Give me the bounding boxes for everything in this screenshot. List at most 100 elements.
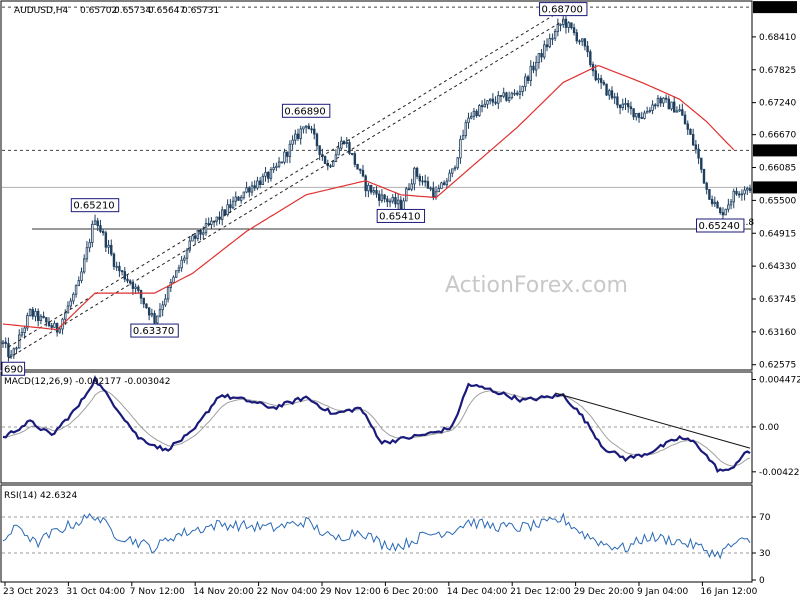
header-symbol: AUDUSD,H4 [14,6,69,16]
price-tick-label: 0.63160 [759,328,796,338]
candle-body [456,157,459,169]
candle-body [193,235,197,239]
candle-body [313,128,316,135]
candle-body [283,151,286,163]
candle-body [442,182,446,186]
price-tick-label: 0.65500 [759,196,796,206]
candle-body [250,185,254,193]
candle-body [74,285,78,295]
candle-body [134,286,137,289]
candle-body [659,97,662,104]
candle-body [4,341,7,344]
candle-body [359,168,362,171]
candle-body [115,265,118,268]
price-tick-label: 0.64915 [759,229,796,239]
candle-body [708,189,711,200]
candle-body [31,309,34,317]
candle-body [1,341,5,345]
candle-body [716,201,719,209]
price-label-text: 0.68940 [757,3,794,13]
candle-body [559,24,562,26]
x-tick-label: 6 Dec 20:00 [383,587,438,597]
candle-body [323,156,327,164]
price-callout-text: 0.65240 [699,221,740,232]
candle-body [407,188,411,191]
candle-body [448,172,451,182]
candle-body [562,18,565,25]
candle-body [210,220,213,225]
candle-body [494,101,497,104]
candle-body [329,165,332,168]
candle-body [626,103,630,108]
candle-body [578,40,581,43]
candle-body [369,184,373,193]
candle-body [310,128,313,131]
candle-body [624,103,627,105]
candle-body [64,312,67,320]
channel-line [8,20,564,359]
candle-body [315,133,319,147]
x-tick-label: 29 Nov 12:00 [320,587,381,597]
candle-body [348,142,351,154]
candle-body [491,98,495,103]
candle-body [467,117,470,124]
candle-body [472,110,476,117]
candle-body [729,201,733,206]
candle-body [166,286,170,300]
candle-body [399,199,403,210]
candle-body [221,209,224,220]
candle-body [551,37,554,40]
candle-body [434,191,438,198]
candle-body [532,65,535,71]
candle-body [516,92,519,95]
candle-body [743,189,746,195]
candle-body [480,105,484,108]
candle-body [540,52,543,58]
macd-title: MACD(12,26,9) -0.002177 -0.003042 [4,377,170,387]
candle-body [12,348,16,356]
candle-body [613,96,616,99]
candle-body [583,38,587,47]
candle-body [285,151,289,157]
candle-body [429,187,432,190]
price-tick-label: 0.68410 [759,33,796,43]
candle-body [453,167,457,170]
candle-body [264,171,267,177]
candle-body [80,271,83,281]
candle-body [7,343,10,358]
price-tick-label: 0.66085 [759,164,796,174]
candle-body [277,161,281,167]
candle-body [635,112,638,118]
candle-body [177,267,181,272]
candle-body [96,220,99,227]
candle-body [164,298,167,306]
candle-body [648,110,652,112]
candle-body [518,91,522,95]
candle-body [686,123,689,130]
price-tick-label: 0.63745 [759,295,796,305]
candle-body [275,165,278,168]
candle-body [253,185,256,189]
candle-body [72,293,75,302]
price-label-text: 0.66390 [757,146,794,156]
candle-body [280,161,283,164]
candle-body [732,190,735,203]
candle-body [502,92,505,97]
price-label-text: 0.65731 [757,183,794,193]
candle-body [651,104,654,111]
price-label-box [753,144,797,157]
candle-body [147,307,151,316]
candle-body [681,109,684,116]
price-callout-text: 0.65410 [379,211,420,222]
candle-body [342,140,346,144]
candle-body [9,354,13,358]
candle-body [548,38,551,48]
candle-body [15,347,18,350]
price-callout-box [70,198,120,213]
x-tick-label: 31 Oct 04:00 [66,587,125,597]
candle-body [18,334,21,349]
candle-body [118,265,121,272]
x-tick-label: 14 Dec 04:00 [447,587,508,597]
candle-body [248,187,251,193]
